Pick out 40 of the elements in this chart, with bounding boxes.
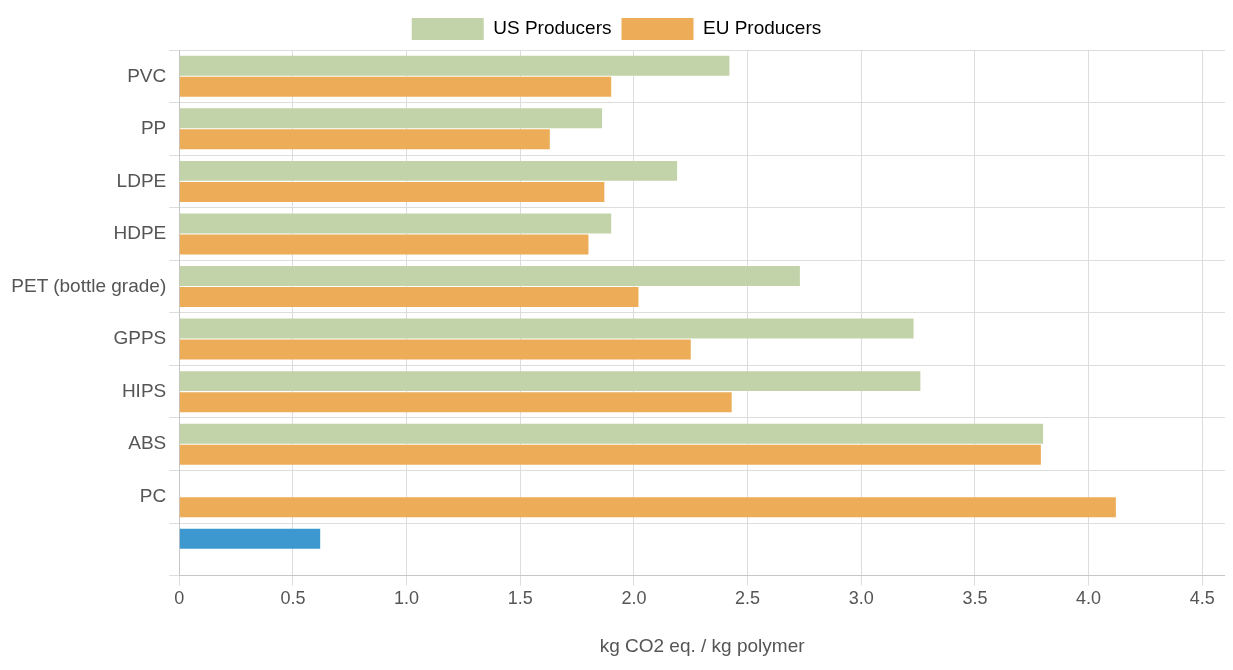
y-tick-label: HIPS	[121, 379, 167, 401]
bar	[179, 371, 921, 392]
y-tick-label: PC	[139, 484, 167, 506]
y-tick-label: ABS	[128, 432, 167, 454]
bar	[179, 528, 321, 549]
bar	[179, 497, 1116, 518]
bar	[179, 339, 691, 360]
y-tick-label: LDPE	[116, 169, 167, 191]
x-tick-label: 3.5	[962, 588, 988, 609]
bar	[179, 108, 603, 129]
bar	[179, 266, 800, 286]
bar	[179, 318, 914, 339]
bar	[179, 181, 605, 202]
y-tick-label: PP	[140, 117, 167, 139]
y-tick-label: PVC	[127, 64, 167, 86]
bar	[179, 160, 678, 181]
x-tick-label: 3.0	[848, 588, 874, 609]
legend-label: EU Producers	[703, 17, 822, 39]
x-tick-label: 2.0	[621, 588, 647, 609]
y-tick-label: PET (bottle grade)	[11, 274, 167, 296]
x-axis-title: kg CO2 eq. / kg polymer	[599, 634, 806, 656]
y-tick-label: HDPE	[113, 222, 167, 244]
x-tick-label: 2.5	[735, 588, 761, 609]
legend-label: US Producers	[493, 17, 612, 39]
x-tick-label: 0	[174, 588, 185, 609]
bar	[179, 129, 550, 150]
bar	[179, 213, 612, 234]
x-tick-label: 4.5	[1189, 588, 1215, 609]
x-tick-label: 1.0	[394, 588, 420, 609]
bar	[179, 55, 730, 76]
bar	[179, 444, 1041, 465]
bar	[179, 234, 589, 255]
bar	[179, 287, 639, 308]
bar	[179, 76, 612, 97]
y-tick-label: GPPS	[113, 327, 167, 349]
x-tick-label: 0.5	[280, 588, 306, 609]
x-tick-label: 1.5	[507, 588, 533, 609]
x-tick-label: 4.0	[1076, 588, 1102, 609]
bar	[179, 423, 1044, 444]
bar	[179, 392, 732, 413]
